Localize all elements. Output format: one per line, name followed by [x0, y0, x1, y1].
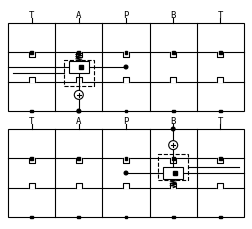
Bar	[170, 53, 175, 58]
Bar	[76, 53, 81, 58]
Bar	[64, 61, 93, 87]
Bar	[124, 110, 127, 113]
Circle shape	[171, 128, 174, 131]
Bar	[170, 183, 175, 188]
Bar	[28, 183, 35, 188]
Bar	[76, 77, 81, 82]
Text: A: A	[76, 11, 81, 20]
Bar	[77, 216, 80, 218]
Bar	[30, 52, 33, 55]
Bar	[28, 53, 35, 58]
Text: T: T	[217, 11, 222, 20]
Bar	[216, 53, 223, 58]
Text: B: B	[170, 11, 175, 20]
Bar	[28, 159, 35, 164]
Bar	[30, 157, 33, 160]
Bar	[163, 167, 182, 179]
Bar	[69, 62, 88, 74]
Bar	[76, 159, 81, 164]
Bar	[77, 110, 80, 113]
Bar	[122, 53, 129, 58]
Circle shape	[124, 172, 127, 175]
Bar	[76, 183, 81, 188]
Bar	[216, 159, 223, 164]
Bar	[124, 216, 127, 218]
Text: T: T	[217, 117, 222, 125]
Bar	[171, 216, 174, 218]
Text: P: P	[123, 11, 128, 20]
Bar	[171, 52, 174, 55]
Circle shape	[74, 91, 83, 100]
Bar	[8, 129, 243, 217]
Bar	[28, 77, 35, 82]
Bar	[30, 110, 33, 113]
Text: B: B	[170, 117, 175, 125]
Bar	[124, 52, 127, 55]
Text: P: P	[123, 117, 128, 125]
Text: T: T	[29, 117, 34, 125]
Bar	[218, 110, 221, 113]
Bar	[170, 77, 175, 82]
Bar	[124, 157, 127, 160]
Bar	[218, 52, 221, 55]
Bar	[122, 183, 129, 188]
Bar	[77, 52, 80, 55]
Bar	[216, 77, 223, 82]
Text: T: T	[29, 11, 34, 20]
Circle shape	[168, 141, 177, 150]
Bar	[218, 157, 221, 160]
Bar	[122, 159, 129, 164]
Bar	[170, 159, 175, 164]
Bar	[216, 183, 223, 188]
Bar	[218, 216, 221, 218]
Circle shape	[124, 66, 127, 69]
Bar	[8, 24, 243, 112]
Text: A: A	[76, 117, 81, 125]
Bar	[173, 172, 176, 175]
Bar	[171, 157, 174, 160]
Bar	[30, 216, 33, 218]
Circle shape	[77, 110, 80, 113]
Bar	[79, 66, 82, 69]
Bar	[122, 77, 129, 82]
Bar	[77, 157, 80, 160]
Bar	[171, 110, 174, 113]
Bar	[158, 154, 187, 180]
